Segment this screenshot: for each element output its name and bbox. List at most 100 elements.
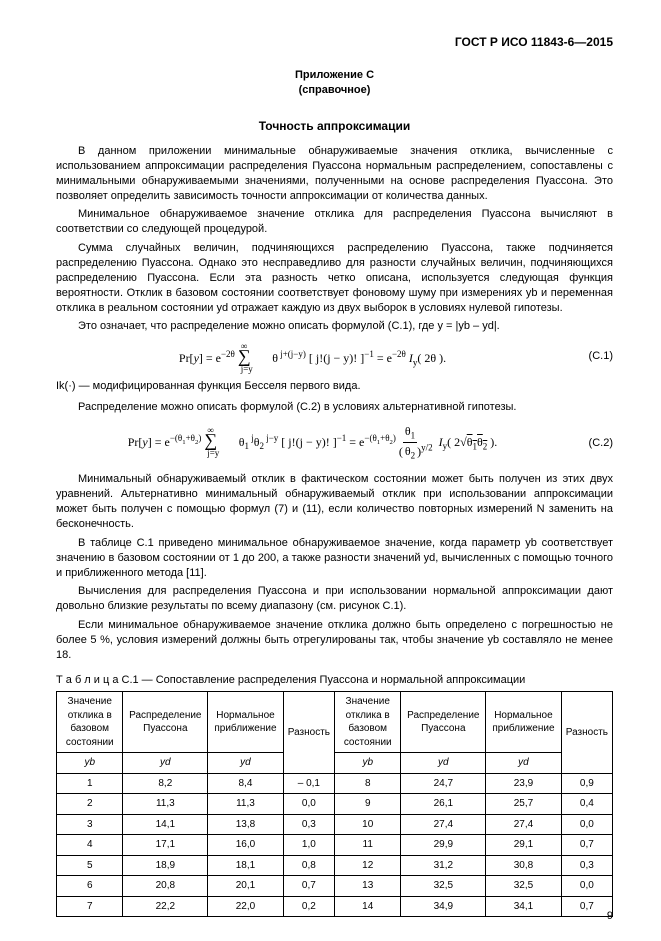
table-cell: 32,5	[486, 876, 562, 897]
table-cell: 4	[57, 835, 123, 856]
table-cell: 14	[334, 896, 400, 917]
table-cell: 0,7	[561, 896, 612, 917]
table-cell: 18,1	[208, 855, 284, 876]
formula-c1-number: (C.1)	[569, 349, 613, 364]
col-s3: yd	[208, 753, 284, 774]
doc-header: ГОСТ Р ИСО 11843-6—2015	[56, 34, 613, 50]
table-row: 211,311,30,0926,125,70,4	[57, 794, 613, 815]
table-cell: 14,1	[123, 814, 208, 835]
para-8: Вычисления для распределения Пуассона и …	[56, 584, 613, 614]
para-6: Минимальный обнаруживаемый отклик в факт…	[56, 472, 613, 531]
page-number: 9	[607, 909, 613, 924]
bessel-note: Ik(·) — модифицированная функция Бесселя…	[56, 379, 613, 394]
table-cell: 24,7	[401, 773, 486, 794]
table-cell: 20,8	[123, 876, 208, 897]
table-cell: 29,9	[401, 835, 486, 856]
table-cell: 3	[57, 814, 123, 835]
col-h3: Нормальное приближение	[208, 692, 284, 753]
table-cell: 0,7	[283, 876, 334, 897]
table-cell: 26,1	[401, 794, 486, 815]
formula-c1: Pr[y] = e−2θ ∑j=y∞ θ j+(j−y) [ j!(j − y)…	[56, 344, 613, 369]
col-h2: Распределение Пуассона	[123, 692, 208, 753]
table-cell: 20,1	[208, 876, 284, 897]
table-cell: 0,0	[283, 794, 334, 815]
table-row: 314,113,80,31027,427,40,0	[57, 814, 613, 835]
section-title: Точность аппроксимации	[56, 118, 613, 134]
table-cell: 1,0	[283, 835, 334, 856]
table-cell: 10	[334, 814, 400, 835]
table-cell: 12	[334, 855, 400, 876]
table-cell: 0,3	[283, 814, 334, 835]
table-cell: 0,9	[561, 773, 612, 794]
table-cell: 31,2	[401, 855, 486, 876]
formula-c2: Pr[y] = e−(θ1+θ2) ∑j=y∞ θ1 jθ2 j−y [ j!(…	[56, 424, 613, 462]
table-cell: 2	[57, 794, 123, 815]
table-cell: 8,4	[208, 773, 284, 794]
col-s1: yb	[57, 753, 123, 774]
table-cell: 16,0	[208, 835, 284, 856]
table-cell: 34,9	[401, 896, 486, 917]
table-header-row-1: Значение отклика в базовом состоянии Рас…	[57, 692, 613, 753]
table-cell: 25,7	[486, 794, 562, 815]
table-cell: 0,0	[561, 876, 612, 897]
table-row: 722,222,00,21434,934,10,7	[57, 896, 613, 917]
table-cell: 22,2	[123, 896, 208, 917]
table-cell: 5	[57, 855, 123, 876]
table-cell: 29,1	[486, 835, 562, 856]
table-cell: 32,5	[401, 876, 486, 897]
table-cell: 0,8	[283, 855, 334, 876]
table-cell: 11,3	[208, 794, 284, 815]
para-7: В таблице С.1 приведено минимальное обна…	[56, 536, 613, 581]
table-cell: 23,9	[486, 773, 562, 794]
table-row: 518,918,10,81231,230,80,3	[57, 855, 613, 876]
table-cell: 13	[334, 876, 400, 897]
table-cell: 8,2	[123, 773, 208, 794]
table-cell: 34,1	[486, 896, 562, 917]
table-cell: 27,4	[486, 814, 562, 835]
col-s5: yb	[334, 753, 400, 774]
table-cell: 9	[334, 794, 400, 815]
table-cell: 8	[334, 773, 400, 794]
col-s6: yd	[401, 753, 486, 774]
formula-c2-number: (C.2)	[569, 436, 613, 451]
table-cell: 1	[57, 773, 123, 794]
page: ГОСТ Р ИСО 11843-6—2015 Приложение С (сп…	[0, 0, 661, 941]
table-cell: 0,4	[561, 794, 612, 815]
comparison-table: Значение отклика в базовом состоянии Рас…	[56, 691, 613, 917]
table-cell: 11,3	[123, 794, 208, 815]
table-cell: 0,0	[561, 814, 612, 835]
table-cell: 0,7	[561, 835, 612, 856]
appendix-label: Приложение С	[56, 68, 613, 83]
table-cell: 30,8	[486, 855, 562, 876]
col-s2: yd	[123, 753, 208, 774]
table-cell: 7	[57, 896, 123, 917]
table-cell: 18,9	[123, 855, 208, 876]
table-cell: 0,2	[283, 896, 334, 917]
table-cell: 22,0	[208, 896, 284, 917]
table-cell: 11	[334, 835, 400, 856]
table-cell: 0,3	[561, 855, 612, 876]
table-row: 417,116,01,01129,929,10,7	[57, 835, 613, 856]
col-h5: Значение отклика в базовом состоянии	[334, 692, 400, 753]
col-h6: Распределение Пуассона	[401, 692, 486, 753]
appendix-note: (справочное)	[56, 83, 613, 98]
table-cell: 6	[57, 876, 123, 897]
table-row: 620,820,10,71332,532,50,0	[57, 876, 613, 897]
para-1: В данном приложении минимальные обнаружи…	[56, 144, 613, 203]
col-h8: Разность	[561, 692, 612, 774]
col-h7: Нормальное приближение	[486, 692, 562, 753]
table-header-row-2: yb yd yd yb yd yd	[57, 753, 613, 774]
table-cell: 17,1	[123, 835, 208, 856]
para-3: Сумма случайных величин, подчиняющихся р…	[56, 241, 613, 315]
col-h1: Значение отклика в базовом состоянии	[57, 692, 123, 753]
formula-c1-body: Pr[y] = e−2θ ∑j=y∞ θ j+(j−y) [ j!(j − y)…	[56, 344, 569, 369]
formula-c2-body: Pr[y] = e−(θ1+θ2) ∑j=y∞ θ1 jθ2 j−y [ j!(…	[56, 424, 569, 462]
col-s7: yd	[486, 753, 562, 774]
col-h4: Разность	[283, 692, 334, 774]
table-cell: – 0,1	[283, 773, 334, 794]
table-body: 18,28,4– 0,1824,723,90,9211,311,30,0926,…	[57, 773, 613, 917]
appendix-block: Приложение С (справочное)	[56, 68, 613, 98]
table-row: 18,28,4– 0,1824,723,90,9	[57, 773, 613, 794]
table-cell: 13,8	[208, 814, 284, 835]
para-2: Минимальное обнаруживаемое значение откл…	[56, 207, 613, 237]
